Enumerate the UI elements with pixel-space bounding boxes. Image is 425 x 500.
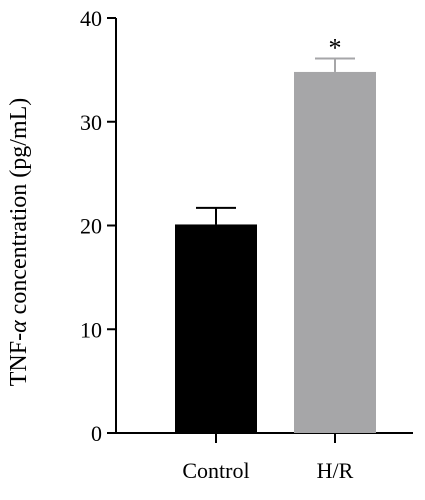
y-axis-title: TNF-α concentration (pg/mL) (6, 98, 32, 387)
y-tick-label-2: 20 (80, 214, 102, 239)
y-tick-label-4: 40 (80, 6, 102, 31)
y-tick-label-3: 30 (80, 110, 102, 135)
bar-1 (294, 71, 376, 433)
x-tick-label-0: Control (182, 458, 249, 483)
significance-marker-0: * (329, 33, 342, 62)
x-tick-label-1: H/R (317, 458, 354, 483)
bar-0 (175, 224, 257, 433)
y-tick-label-0: 0 (91, 421, 102, 446)
y-tick-label-1: 10 (80, 317, 102, 342)
